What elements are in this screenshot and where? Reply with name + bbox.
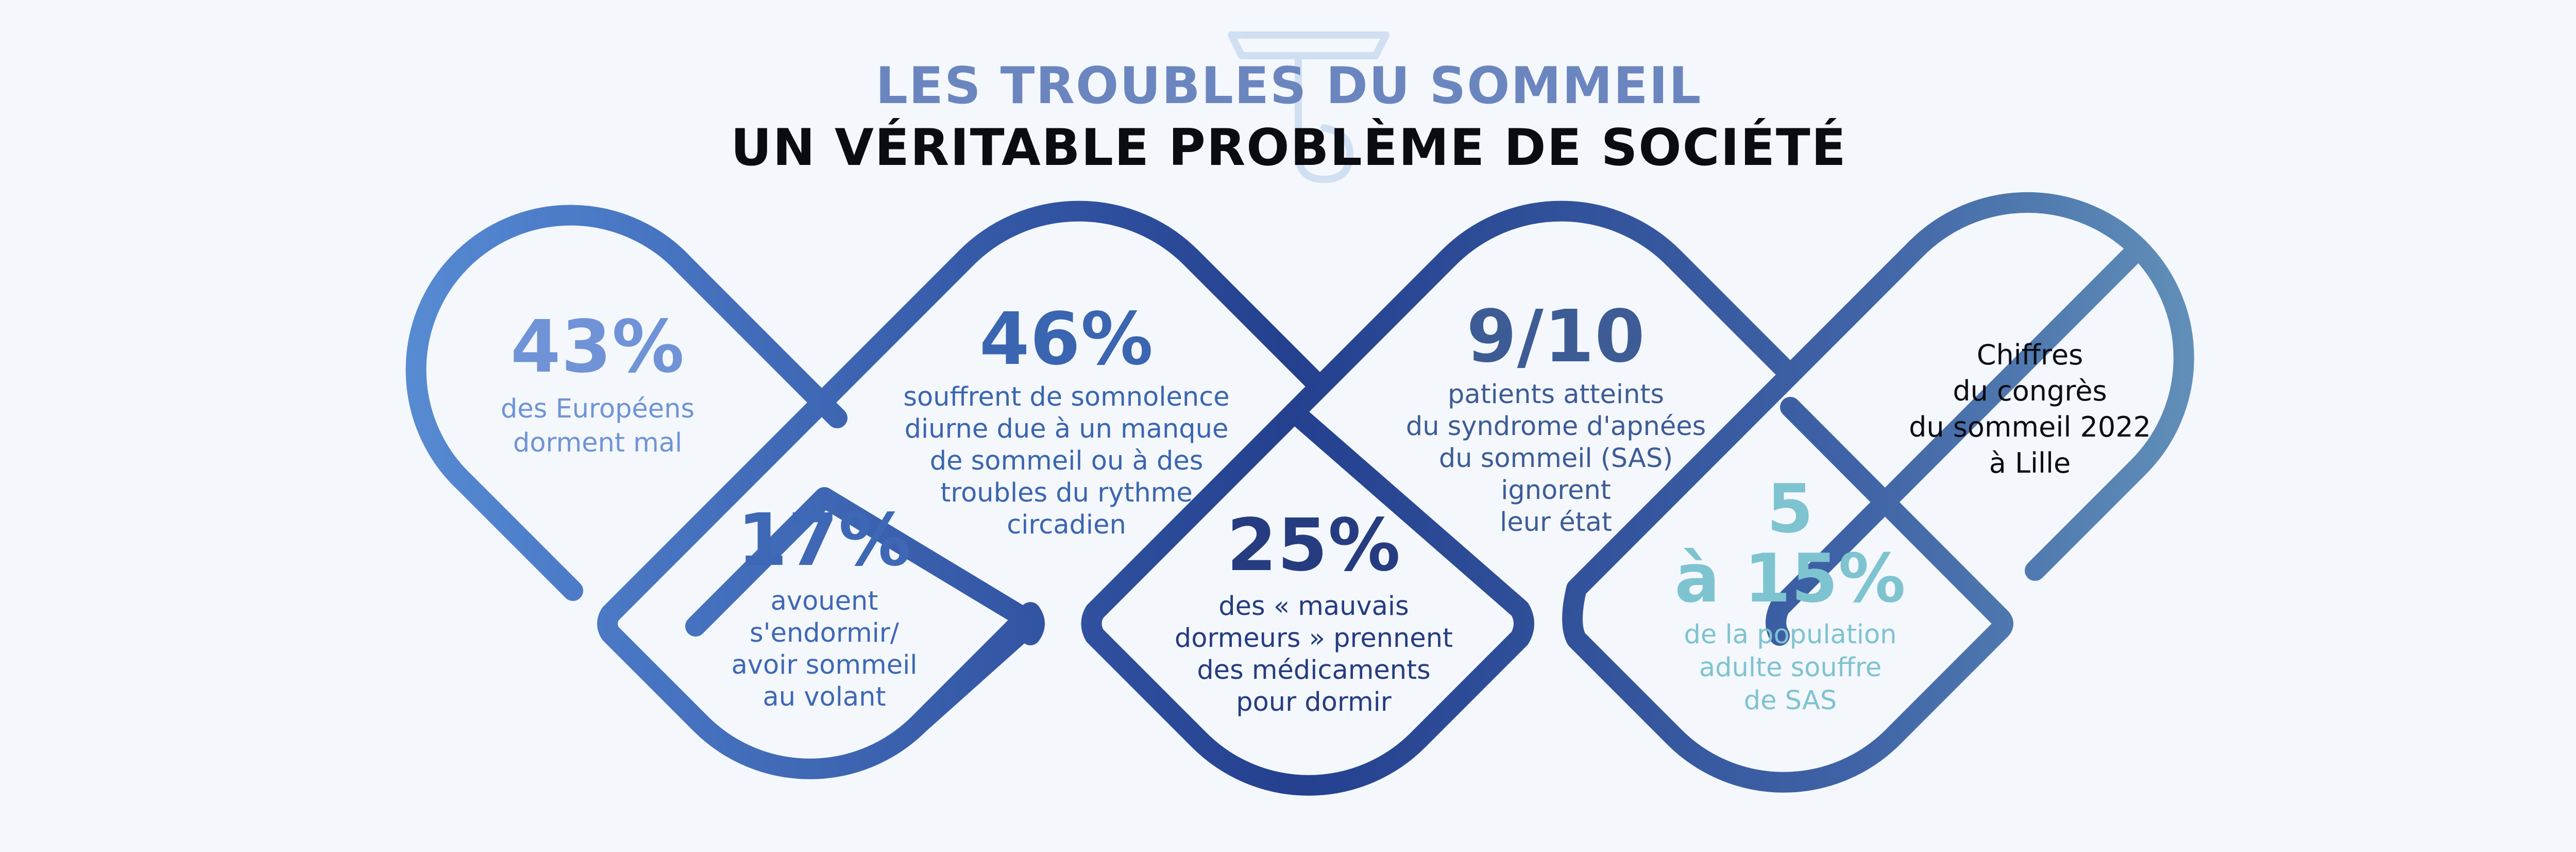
chain-upper-link-2 xyxy=(1284,201,1801,423)
stat-description: souffrent de somnolence diurne due à un … xyxy=(903,382,1230,540)
stat-block-volant: 17% avouent s'endormir/ avoir sommeil au… xyxy=(659,503,989,713)
chain-lower-link-2 xyxy=(1081,402,1534,796)
stat-value: 9/10 xyxy=(1466,295,1646,379)
stat-description: avouent s'endormir/ avoir sommeil au vol… xyxy=(731,586,918,712)
stat-description: des « mauvais dormeurs » prennent des mé… xyxy=(1174,591,1453,717)
stat-description: des Européens dorment mal xyxy=(500,394,695,458)
stat-value: 43% xyxy=(510,305,685,389)
stat-block-apnees: 9/10 patients atteints du syndrome d'apn… xyxy=(1365,299,1747,539)
stat-description: de la population adulte souffre de SAS xyxy=(1684,620,1897,716)
chain-upper-link-3 xyxy=(1766,192,2149,646)
letter-t-logo-icon xyxy=(1228,31,1389,183)
stat-value-line-2: à 15% xyxy=(1674,539,1906,617)
page-title-line-1: LES TROUBLES DU SOMMEIL xyxy=(875,57,1702,115)
chain-lower-link-1-right xyxy=(685,487,1038,734)
stat-value: 17% xyxy=(737,498,912,582)
stat-description: patients atteints du syndrome d'apnées d… xyxy=(1405,379,1706,538)
stat-block-europeens: 43% des Européens dorment mal xyxy=(443,309,752,460)
chain-upper-link-1 xyxy=(811,201,1323,413)
stat-block-somnolence: 46% souffrent de somnolence diurne due à… xyxy=(876,302,1257,541)
stat-value-line-1: 5 xyxy=(1767,470,1814,548)
stat-value: 46% xyxy=(979,297,1154,381)
page-title-line-2: UN VÉRITABLE PROBLÈME DE SOCIÉTÉ xyxy=(731,119,1847,177)
chain-right-open-link xyxy=(2025,238,2194,581)
chain-lower-link-3 xyxy=(1562,364,2013,793)
stat-block-medicaments: 25% des « mauvais dormeurs » prennent de… xyxy=(1133,508,1494,719)
stat-value: 25% xyxy=(1226,504,1401,588)
stat-block-sas-population: 5 à 15% de la population adulte souffre … xyxy=(1623,474,1958,717)
source-note: Chiffres du congrès du sommeil 2022 à Li… xyxy=(1909,339,2151,479)
chain-left-open-link xyxy=(405,205,848,601)
